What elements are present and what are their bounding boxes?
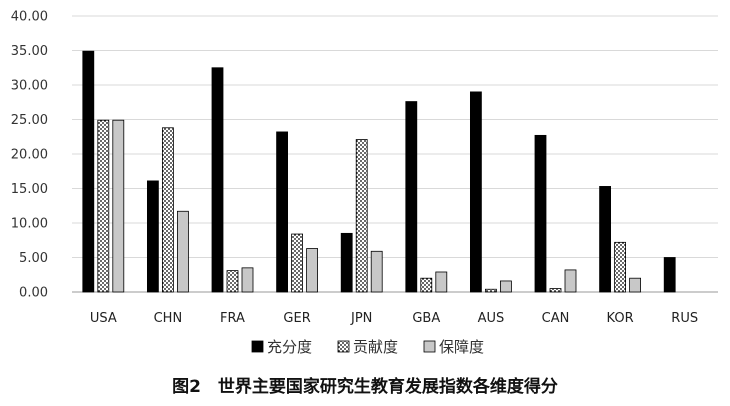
x-category-label: USA [90, 311, 117, 326]
y-tick-label: 40.00 [11, 10, 48, 25]
bar [629, 277, 641, 293]
bar [276, 131, 289, 293]
bar [564, 269, 577, 293]
y-tick-label: 35.00 [11, 44, 48, 59]
x-category-label: CHN [154, 311, 183, 326]
bar [614, 241, 626, 293]
bar [663, 257, 676, 293]
y-tick-label: 0.00 [19, 286, 48, 301]
bar [355, 139, 368, 293]
x-category-label: RUS [671, 311, 698, 326]
bar [241, 267, 254, 293]
bar [469, 91, 482, 293]
bar [534, 134, 547, 293]
bar [420, 277, 433, 293]
legend-label: 保障度 [439, 338, 484, 356]
y-tick-label: 25.00 [11, 113, 48, 128]
legend-swatch [337, 340, 350, 353]
x-category-label: KOR [607, 311, 634, 326]
bar [161, 127, 174, 293]
legend: 充分度 贡献度 保障度 [251, 338, 484, 356]
legend-label: 充分度 [267, 338, 312, 356]
bar [499, 280, 512, 293]
bar [484, 288, 497, 293]
legend-label: 贡献度 [353, 338, 398, 356]
x-category-label: GBA [412, 311, 440, 326]
x-category-label: FRA [220, 311, 245, 326]
bar [82, 50, 95, 293]
x-category-label: AUS [478, 311, 505, 326]
x-category-label: JPN [350, 311, 372, 326]
bar [405, 101, 418, 293]
bar [549, 288, 562, 293]
y-axis-tick-labels: 0.00 5.00 10.00 15.00 20.00 25.00 30.00 35.00 40… [11, 10, 48, 301]
bar [226, 270, 239, 293]
bar [291, 233, 304, 293]
y-tick-label: 5.00 [19, 251, 48, 266]
bar [599, 186, 611, 293]
x-axis-category-labels: USA CHN FRA GER JPN GBA AUS CAN KOR RUS [90, 311, 698, 326]
bar [211, 67, 224, 293]
bar [97, 119, 110, 293]
bars [82, 50, 676, 293]
bar [112, 119, 125, 293]
bar [340, 232, 353, 293]
y-tick-label: 10.00 [11, 217, 48, 232]
x-category-label: CAN [542, 311, 570, 326]
bar [370, 250, 383, 293]
bar [146, 180, 159, 293]
legend-swatch [423, 340, 436, 353]
y-tick-label: 20.00 [11, 148, 48, 163]
legend-swatch [251, 340, 264, 353]
y-tick-label: 15.00 [11, 182, 48, 197]
x-category-label: GER [283, 311, 310, 326]
y-tick-label: 30.00 [11, 79, 48, 94]
bar [176, 210, 189, 293]
figure-caption: 图2 世界主要国家研究生教育发展指数各维度得分 [172, 376, 558, 397]
bar [435, 271, 448, 293]
bar [306, 248, 319, 293]
